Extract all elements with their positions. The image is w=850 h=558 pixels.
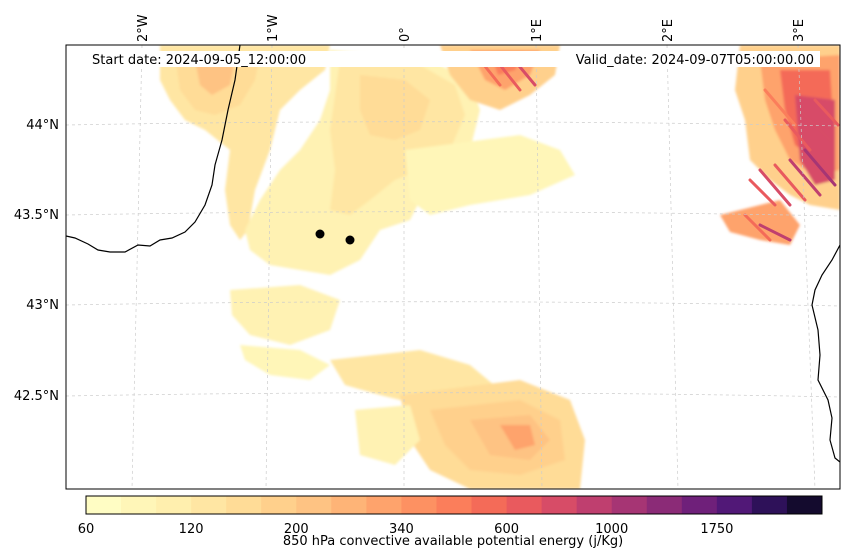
colorbar-tick-label: 340: [389, 522, 414, 537]
map-frame: [65, 44, 841, 490]
colorbar-segment: [751, 496, 788, 514]
colorbar-segment: [121, 496, 157, 514]
colorbar-segment: [576, 496, 613, 514]
colorbar-tick-label: 200: [284, 522, 309, 537]
lon-label: 1°E: [530, 19, 545, 42]
colorbar-segment: [436, 496, 473, 514]
colorbar-tick-label: 1750: [700, 522, 733, 537]
lon-label: 2°E: [661, 19, 676, 42]
colorbar-tick-label: 600: [494, 522, 519, 537]
colorbar-segment: [86, 496, 122, 514]
marker-point-2: [345, 235, 355, 245]
colorbar-segment: [156, 496, 192, 514]
date-strip: [88, 51, 820, 67]
lat-label: 43°N: [26, 298, 59, 313]
colorbar: [86, 496, 823, 514]
colorbar-segment: [471, 496, 508, 514]
colorbar-segment: [401, 496, 437, 514]
colorbar-segment: [541, 496, 578, 514]
colorbar-tick-label: 60: [78, 522, 95, 537]
lon-labels: 2°W 1°W 0° 1°E 2°E 3°E: [136, 14, 807, 42]
lat-label: 42.5°N: [14, 389, 59, 404]
colorbar-segment: [261, 496, 297, 514]
colorbar-tick-label: 1000: [595, 522, 628, 537]
lon-label: 3°E: [792, 19, 807, 42]
colorbar-segment: [506, 496, 543, 514]
colorbar-segment: [226, 496, 262, 514]
lat-label: 43.5°N: [14, 208, 59, 223]
colorbar-segment: [611, 496, 648, 514]
marker-point-1: [315, 229, 325, 239]
lon-label: 0°: [398, 27, 413, 42]
colorbar-segment: [366, 496, 402, 514]
colorbar-tick-label: 120: [179, 522, 204, 537]
colorbar-segment: [646, 496, 683, 514]
lon-label: 1°W: [266, 14, 281, 42]
colorbar-segment: [681, 496, 718, 514]
graticule: [66, 45, 840, 489]
colorbar-segment: [786, 496, 823, 514]
lat-labels: 44°N 43.5°N 43°N 42.5°N: [14, 118, 59, 404]
colorbar-frame: [85, 495, 823, 515]
cape-field: [160, 45, 840, 489]
colorbar-segment: [296, 496, 332, 514]
colorbar-segment: [191, 496, 227, 514]
map-content: [66, 45, 840, 489]
coastline: [66, 45, 840, 463]
valid-date-label: Valid_date: 2024-09-07T05:00:00.00: [576, 53, 814, 68]
colorbar-label: 850 hPa convective available potential e…: [283, 534, 623, 549]
colorbar-ticks: 60 120 200 340 600 1000 1750: [78, 522, 734, 537]
colorbar-segment: [716, 496, 753, 514]
lon-label: 2°W: [136, 14, 151, 42]
lat-label: 44°N: [26, 118, 59, 133]
start-date-label: Start date: 2024-09-05_12:00:00: [92, 53, 306, 68]
colorbar-segment: [331, 496, 367, 514]
